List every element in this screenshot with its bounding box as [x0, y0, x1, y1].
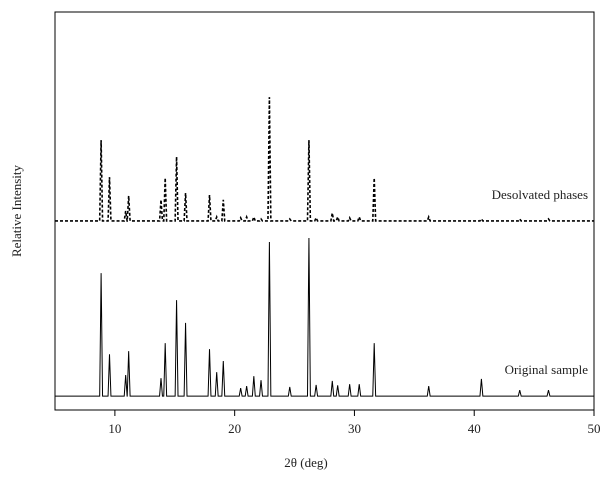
series-label: Desolvated phases [492, 187, 588, 202]
x-axis-label: 2θ (deg) [284, 455, 327, 470]
plot-frame [54, 11, 595, 411]
x-tick-label: 10 [108, 421, 121, 436]
series-line [55, 238, 594, 397]
x-tick-label: 40 [468, 421, 481, 436]
series-label: Original sample [505, 362, 589, 377]
series-line [55, 97, 594, 222]
x-tick-label: 20 [228, 421, 241, 436]
x-tick-label: 30 [348, 421, 361, 436]
y-axis-label: Relative Intensity [9, 164, 24, 257]
x-tick-label: 50 [588, 421, 601, 436]
